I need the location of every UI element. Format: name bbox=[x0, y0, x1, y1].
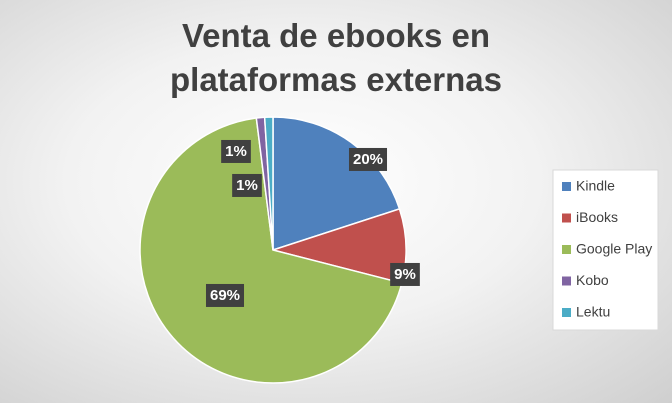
legend-label: Google Play bbox=[576, 241, 652, 257]
chart-title: Venta de ebooks en plataformas externas bbox=[170, 17, 502, 98]
slice bbox=[272, 116, 401, 252]
data-label: 1% bbox=[236, 177, 258, 194]
legend-swatch bbox=[562, 276, 571, 286]
data-label-bg bbox=[232, 173, 262, 197]
data-label: 69% bbox=[210, 287, 240, 304]
legend-label: iBooks bbox=[576, 209, 618, 225]
slice bbox=[139, 117, 403, 384]
legend-label: Lektu bbox=[576, 304, 610, 320]
legend-swatch bbox=[562, 245, 571, 254]
data-label-bg bbox=[390, 262, 420, 286]
legend-swatch bbox=[562, 308, 571, 317]
legend-swatch bbox=[562, 213, 571, 223]
legend-swatch bbox=[562, 182, 571, 191]
legend-label: Kindle bbox=[576, 178, 615, 194]
data-label: 1% bbox=[225, 143, 247, 160]
legend-label: Kobo bbox=[576, 272, 609, 288]
slice bbox=[263, 116, 274, 251]
data-label-bg bbox=[348, 147, 388, 171]
data-label: 9% bbox=[394, 266, 416, 283]
data-label: 20% bbox=[353, 151, 383, 168]
data-label-bg bbox=[205, 283, 245, 307]
data-label-bg bbox=[221, 139, 251, 163]
